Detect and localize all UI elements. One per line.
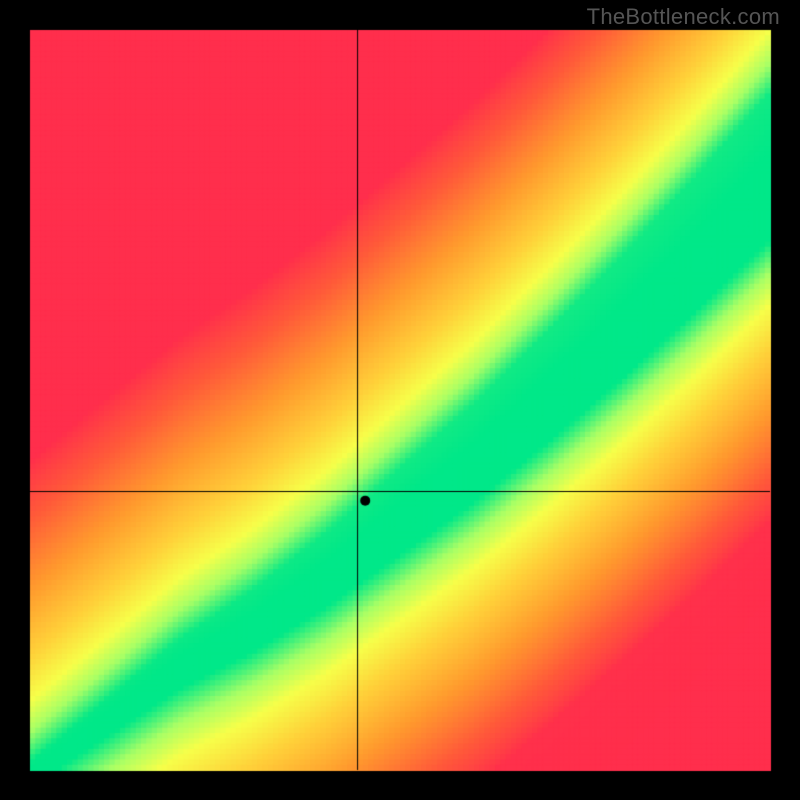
chart-container: TheBottleneck.com bbox=[0, 0, 800, 800]
heatmap-canvas bbox=[0, 0, 800, 800]
watermark-text: TheBottleneck.com bbox=[587, 4, 780, 30]
